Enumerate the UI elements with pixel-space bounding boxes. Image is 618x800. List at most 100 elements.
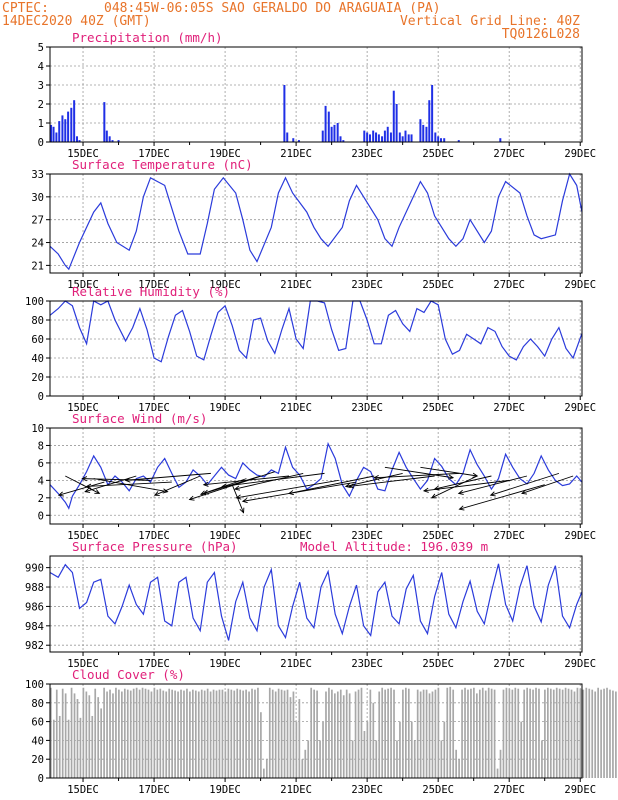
cloud-bar [191, 689, 194, 778]
y-tick-label: 80 [31, 698, 44, 710]
cloud-bar [437, 687, 440, 778]
panel-precipitation: Precipitation (mm/h) 0 1 2 3 4 5 15DEC 17DEC 19DE… [38, 30, 596, 160]
cloud-bar [387, 688, 389, 778]
cloud-bar [262, 768, 265, 778]
precip-bar [336, 123, 339, 142]
cloud-bar [567, 688, 570, 778]
cloud-bar [126, 689, 129, 778]
cloud-bar [360, 687, 363, 778]
cloud-bar [419, 691, 422, 778]
cloud-bar [254, 689, 256, 778]
wind-vector [420, 466, 478, 477]
cloud-bar [399, 721, 401, 778]
y-tick-label: 0 [38, 137, 44, 149]
cloud-bar [61, 688, 64, 778]
x-tick-label: 23DEC [351, 148, 383, 160]
cloud-bar [197, 691, 200, 778]
wind-vector [222, 472, 325, 487]
precip-bar [103, 102, 106, 142]
x-tick-label: 21DEC [280, 530, 312, 542]
panel-frame [49, 173, 583, 274]
cloud-bar [600, 689, 602, 778]
x-tick-label: 21DEC [280, 148, 312, 160]
wind-vector [93, 478, 168, 493]
cloud-bar [546, 687, 549, 778]
x-tick-label: 17DEC [138, 279, 170, 291]
wind-vector [203, 475, 261, 494]
cloud-bar [91, 715, 94, 778]
x-tick-label: 17DEC [138, 784, 170, 796]
precip-bar [52, 126, 55, 142]
panel-cloud-cover: Cloud Cover (%) 0 20 40 60 80 100 15DEC 17DEC 19D… [25, 667, 618, 796]
panel-title: Relative Humidity (%) [72, 284, 230, 299]
cloud-bar [203, 690, 206, 778]
cloud-bar [209, 691, 212, 778]
cloud-bar [508, 688, 511, 778]
cloud-bar [67, 719, 70, 778]
x-tick-label: 23DEC [351, 402, 383, 414]
cloud-bar [487, 687, 490, 778]
cloud-bar [94, 688, 97, 778]
precip-bar [117, 140, 120, 142]
cloud-bar [381, 687, 384, 778]
cloud-bar [422, 689, 425, 778]
cloud-bar [470, 688, 472, 778]
wind-vector [58, 481, 105, 496]
cloud-bar [153, 687, 156, 778]
cloud-bar [369, 689, 372, 778]
cloud-bar [277, 688, 280, 778]
wind-arrowhead [373, 474, 380, 481]
wind-vector [236, 479, 339, 499]
cloud-bar [97, 697, 100, 778]
precip-bar [50, 124, 53, 142]
cloud-bar [307, 740, 310, 778]
cloud-bar [520, 721, 523, 778]
cloud-bar [378, 691, 381, 778]
x-tick-label: 15DEC [67, 658, 99, 670]
cloud-bar [579, 688, 582, 778]
cloud-bar [289, 697, 292, 778]
cloud-bar [573, 691, 576, 778]
cloud-bar [428, 693, 431, 778]
precip-bar [108, 136, 111, 142]
x-tick-label: 15DEC [67, 784, 99, 796]
x-tick-label: 19DEC [209, 784, 241, 796]
x-tick-label: 23DEC [351, 279, 383, 291]
cloud-bar [230, 689, 233, 778]
cloud-bar [206, 688, 209, 778]
panel-humidity: Relative Humidity (%) 0 20 40 60 80 100 15DEC 17… [25, 284, 596, 414]
cloud-bar [156, 689, 159, 778]
cloud-bar [50, 687, 52, 778]
cloud-bar [283, 690, 286, 778]
y-tick-label: 10 [31, 423, 44, 435]
wind-vector [203, 475, 290, 486]
precip-bar [339, 136, 342, 142]
wind-vector [86, 481, 172, 487]
wind-vector [374, 472, 460, 479]
cloud-bar [514, 687, 517, 778]
cloud-bar [333, 693, 336, 778]
precip-bar [111, 140, 114, 142]
panel-title: Precipitation (mm/h) [72, 30, 223, 45]
cloud-bar [115, 687, 117, 778]
x-tick-label: 17DEC [138, 148, 170, 160]
x-tick-label: 25DEC [422, 530, 454, 542]
precip-bar [457, 140, 460, 142]
cloud-bar [165, 691, 168, 778]
x-tick-label: 23DEC [351, 658, 383, 670]
cloud-bar [280, 689, 283, 778]
x-tick-label: 17DEC [138, 530, 170, 542]
x-tick-label: 19DEC [209, 530, 241, 542]
cloud-bar [357, 689, 360, 778]
precip-bar [401, 136, 404, 142]
cloud-bar [413, 740, 416, 778]
y-tick-label: 100 [25, 296, 44, 308]
cloud-bar [375, 740, 378, 778]
x-tick-label: 17DEC [138, 402, 170, 414]
cloud-bar [570, 689, 573, 778]
panel-frame [49, 300, 583, 397]
cloud-bar [265, 759, 268, 778]
cloud-bar [484, 690, 487, 778]
y-tick-label: 1 [38, 118, 44, 130]
cloud-bar [393, 689, 395, 778]
